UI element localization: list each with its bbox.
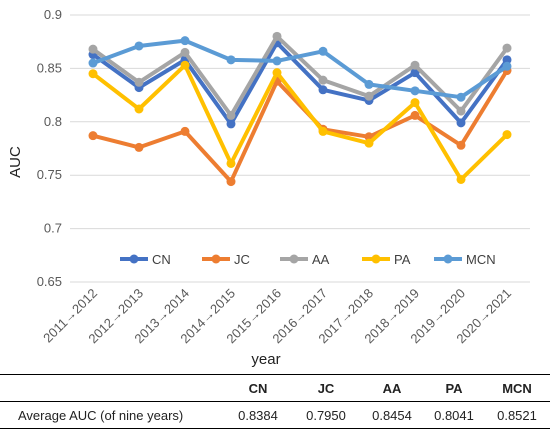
series-cn [88, 38, 512, 129]
data-point [272, 56, 282, 66]
y-tick-label: 0.75 [37, 167, 62, 182]
data-point [456, 92, 466, 102]
table-cell: 0.8454 [372, 407, 412, 423]
y-axis-title: AUC [7, 146, 24, 178]
legend-marker [211, 254, 221, 264]
legend-item: PA [362, 252, 411, 267]
y-tick-label: 0.85 [37, 60, 62, 75]
data-point [456, 174, 466, 184]
y-tick-label: 0.8 [44, 114, 62, 129]
data-point [272, 68, 282, 78]
data-point [502, 55, 512, 65]
data-point [364, 91, 374, 101]
series-lines [88, 31, 512, 187]
series-line [91, 63, 509, 182]
table-cell: 0.8041 [434, 407, 474, 423]
series-aa [88, 31, 512, 120]
data-point [226, 177, 236, 187]
data-point [456, 106, 466, 116]
data-point [410, 68, 420, 78]
legend-label: JC [234, 252, 250, 267]
x-axis-title: year [251, 351, 280, 368]
legend-marker [443, 254, 453, 264]
data-point [134, 104, 144, 114]
data-point [456, 118, 466, 128]
table-row-label: Average AUC (of nine years) [18, 407, 184, 423]
data-point [180, 126, 190, 136]
data-point [180, 47, 190, 57]
data-point [410, 60, 420, 70]
data-point [502, 61, 512, 71]
data-point [88, 131, 98, 141]
series-line [91, 40, 509, 126]
table-header-row: CN JC AA PA MCN [0, 374, 550, 402]
data-point [318, 85, 328, 95]
data-point [88, 69, 98, 79]
legend-item: AA [280, 252, 330, 267]
data-point [180, 60, 190, 70]
data-point [88, 58, 98, 68]
auc-line-chart: 0.65 0.7 0.75 0.8 0.85 0.9 2011→20122012→2013… [7, 7, 530, 368]
data-point [226, 158, 236, 168]
data-point [318, 126, 328, 136]
table-row: Average AUC (of nine years) 0.8384 0.795… [0, 402, 550, 429]
data-point [410, 86, 420, 96]
data-point [180, 36, 190, 46]
legend-label: PA [394, 252, 411, 267]
legend-label: CN [152, 252, 171, 267]
data-point [134, 142, 144, 152]
average-auc-table: CN JC AA PA MCN Average AUC (of nine yea… [0, 374, 550, 429]
data-point [502, 130, 512, 140]
data-point [134, 77, 144, 87]
data-point [318, 75, 328, 85]
data-point [88, 44, 98, 54]
data-point [364, 79, 374, 89]
data-point [502, 43, 512, 53]
legend-item: MCN [434, 252, 496, 267]
legend-marker [371, 254, 381, 264]
legend-item: JC [202, 252, 250, 267]
table-header-cell: AA [382, 380, 402, 396]
legend-marker [289, 254, 299, 264]
data-point [272, 31, 282, 41]
series-mcn [88, 36, 512, 102]
series-jc [88, 66, 512, 187]
table-header-cell: MCN [502, 380, 532, 396]
table-cell: 0.7950 [306, 407, 346, 423]
table-header-cell: PA [445, 380, 463, 396]
table-header-cell: JC [317, 380, 335, 396]
legend-marker [129, 254, 139, 264]
series-line [91, 38, 509, 100]
table-cell: 0.8521 [497, 407, 537, 423]
data-point [410, 110, 420, 120]
y-tick-label: 0.7 [44, 221, 62, 236]
table-header-cell [0, 375, 224, 402]
series-line [91, 34, 509, 118]
legend-label: AA [312, 252, 330, 267]
y-tick-label: 0.65 [37, 274, 62, 289]
legend-item: CN [120, 252, 171, 267]
series-pa [88, 60, 512, 184]
legend-label: MCN [466, 252, 496, 267]
data-point [364, 138, 374, 148]
table-cell: 0.8384 [238, 407, 278, 423]
data-point [226, 55, 236, 65]
data-point [226, 110, 236, 120]
data-point [134, 41, 144, 51]
x-axis-ticks: 2011→20122012→20132013→20142014→20152015… [40, 286, 514, 347]
table-header-cell: CN [248, 380, 268, 396]
series-line [91, 68, 509, 184]
y-axis-ticks: 0.65 0.7 0.75 0.8 0.85 0.9 [37, 7, 62, 289]
data-point [456, 140, 466, 150]
data-point [226, 119, 236, 129]
data-point [318, 46, 328, 56]
y-tick-label: 0.9 [44, 7, 62, 22]
legend: CN JC AA PA MCN [120, 252, 496, 267]
data-point [410, 98, 420, 108]
